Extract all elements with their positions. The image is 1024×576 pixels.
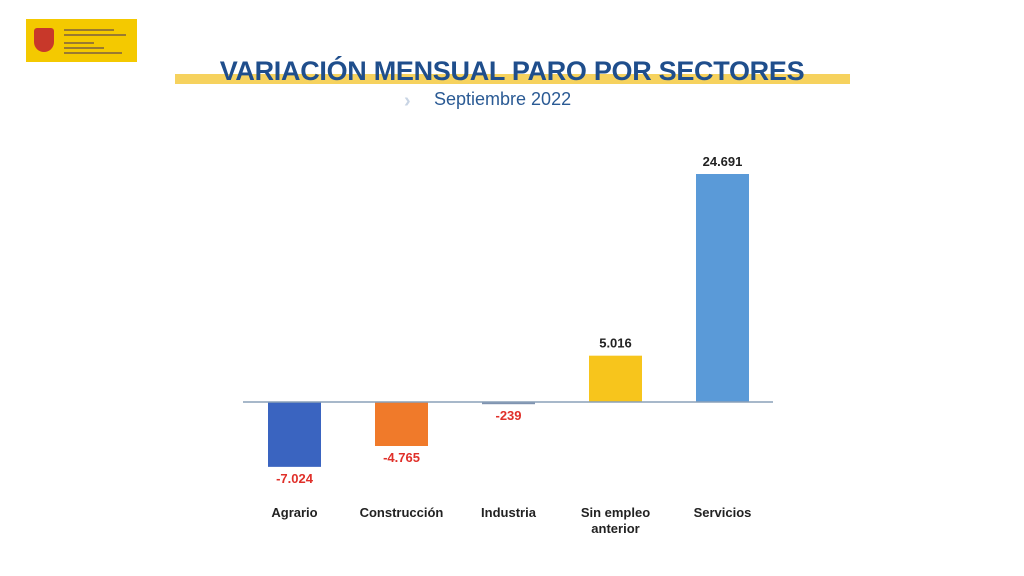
bar-1	[375, 402, 428, 447]
category-label-0: Agrario	[271, 505, 317, 520]
data-label-1: -4.765	[383, 450, 420, 465]
chevron-right-icon: ›	[404, 90, 411, 112]
bar-0	[268, 402, 321, 467]
data-label-3: 5.016	[599, 336, 632, 351]
bar-2	[482, 402, 535, 405]
category-label-1: Construcción	[360, 505, 444, 520]
bar-3	[589, 355, 642, 402]
data-label-2: -239	[495, 408, 521, 423]
chart-title: VARIACIÓN MENSUAL PARO POR SECTORES	[219, 56, 805, 86]
category-label-2: Industria	[481, 505, 537, 520]
chart-subtitle: Septiembre 2022	[434, 89, 572, 109]
coat-of-arms-icon	[34, 28, 54, 52]
data-label-0: -7.024	[276, 471, 314, 486]
title-highlight-band	[175, 74, 850, 84]
government-logo	[26, 19, 137, 62]
data-label-4: 24.691	[703, 154, 743, 169]
category-label-3: Sin empleo anterior	[581, 505, 650, 536]
category-label-4: Servicios	[694, 505, 752, 520]
bar-4	[696, 174, 749, 402]
